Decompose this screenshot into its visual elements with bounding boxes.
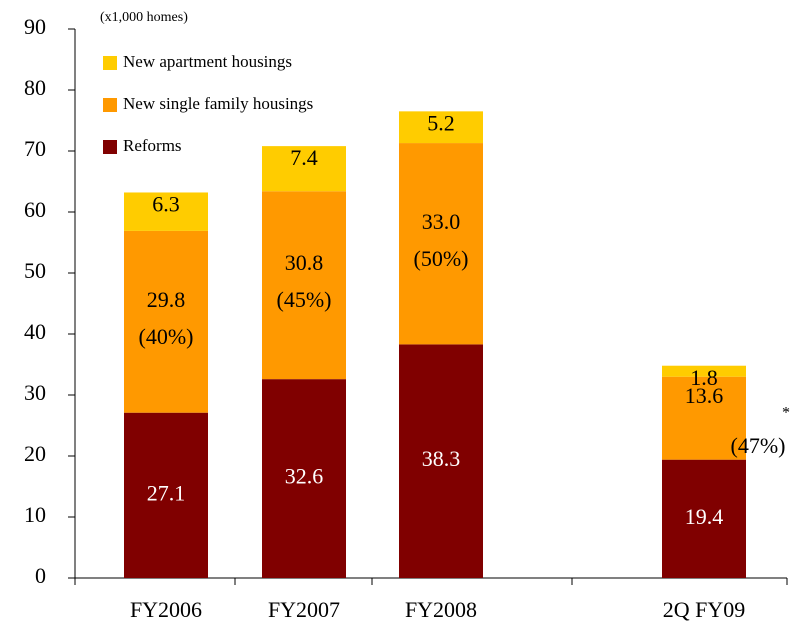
y-tick-label: 30 xyxy=(24,380,46,405)
y-tick-label: 0 xyxy=(35,563,46,588)
unit-label: (x1,000 homes) xyxy=(100,10,188,25)
y-tick-label: 40 xyxy=(24,319,46,344)
legend-label: New single family housings xyxy=(123,94,313,113)
value-label: 32.6 xyxy=(285,464,324,489)
share-label: (40%) xyxy=(139,324,194,349)
share-label: (47%) xyxy=(731,433,786,458)
value-label: 29.8 xyxy=(147,287,186,312)
value-label: 33.0 xyxy=(422,209,461,234)
value-label: 38.3 xyxy=(422,446,461,471)
value-label: 7.4 xyxy=(290,145,318,170)
bar-segment xyxy=(662,459,746,578)
bar-segment xyxy=(662,365,746,377)
y-tick-label: 90 xyxy=(24,14,46,39)
bar-segment xyxy=(262,146,346,192)
value-label: 1.8 xyxy=(690,365,718,390)
y-tick-label: 50 xyxy=(24,258,46,283)
value-label: 27.1 xyxy=(147,480,186,505)
value-label: 5.2 xyxy=(427,110,455,135)
bar-segment xyxy=(124,230,208,413)
bar-segment xyxy=(262,379,346,578)
bar-segment xyxy=(124,412,208,578)
bar-segment xyxy=(124,192,208,231)
bar-segment xyxy=(262,191,346,380)
value-label: 13.6 xyxy=(685,383,724,408)
bar-segment xyxy=(662,376,746,460)
x-tick-label: FY2007 xyxy=(268,597,340,622)
legend-label: Reforms xyxy=(123,136,182,155)
y-tick-label: 10 xyxy=(24,502,46,527)
legend-swatch xyxy=(103,140,117,154)
x-tick-label: FY2008 xyxy=(405,597,477,622)
value-label: 6.3 xyxy=(152,192,180,217)
value-label: 19.4 xyxy=(685,504,724,529)
legend-swatch xyxy=(103,98,117,112)
bar-segment xyxy=(399,111,483,144)
x-tick-label: FY2006 xyxy=(130,597,202,622)
footnote-mark: * xyxy=(782,405,790,422)
y-tick-label: 80 xyxy=(24,75,46,100)
legend-swatch xyxy=(103,56,117,70)
value-label: 30.8 xyxy=(285,250,324,275)
legend-label: New apartment housings xyxy=(123,52,292,71)
bar-segment xyxy=(399,344,483,578)
x-tick-label: 2Q FY09 xyxy=(663,597,746,622)
share-label: (45%) xyxy=(277,287,332,312)
share-label: (50%) xyxy=(414,246,469,271)
y-tick-label: 70 xyxy=(24,136,46,161)
y-tick-label: 20 xyxy=(24,441,46,466)
bar-segment xyxy=(399,143,483,345)
y-tick-label: 60 xyxy=(24,197,46,222)
